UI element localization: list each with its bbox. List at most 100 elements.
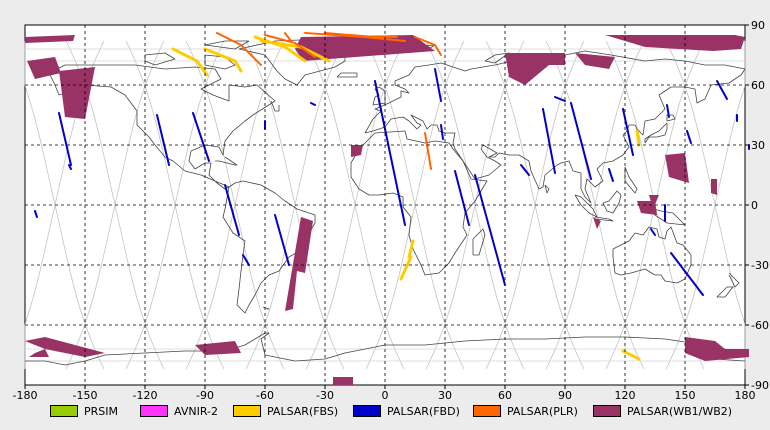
fbd-strip (434, 68, 442, 102)
y-tick-label: -30 (751, 259, 769, 272)
legend-swatch (233, 405, 261, 417)
fbd-strip (68, 164, 72, 170)
fbd-strip (670, 252, 704, 296)
y-axis-ticks: 90 60 30 0 -30 -60 -90 (745, 19, 769, 392)
fbd-strip (374, 80, 406, 226)
fbd-strip (274, 214, 290, 266)
coastline (336, 72, 358, 78)
plr-strip (216, 32, 262, 66)
fbd-strip (224, 184, 240, 236)
legend-item-avnir2: AVNIR-2 (140, 403, 218, 419)
fbd-strip (156, 114, 170, 166)
coastline (666, 114, 676, 122)
palsar-plr-strips (216, 32, 442, 170)
wb-swath (69, 89, 81, 97)
x-tick-label: 150 (675, 389, 696, 402)
legend-swatch (593, 405, 621, 417)
fbd-strip (58, 112, 72, 166)
x-tick-label: 180 (735, 389, 756, 402)
coastline (728, 272, 740, 288)
legend-swatch (473, 405, 501, 417)
fbs-strip (635, 129, 641, 147)
plr-strip (284, 32, 292, 42)
legend-swatch (50, 405, 78, 417)
x-axis-ticks: -180 -150 -120 -90 -60 -30 0 30 60 90 120 150 180 (13, 385, 756, 402)
coastline (624, 166, 638, 194)
x-tick-label: 30 (438, 389, 452, 402)
x-tick-label: -90 (196, 389, 214, 402)
fbs-strip (203, 47, 243, 73)
plr-strip (264, 34, 316, 58)
coastline (644, 122, 668, 144)
plr-strip (424, 132, 432, 170)
legend-label: AVNIR-2 (174, 404, 218, 418)
wb-swath (593, 217, 601, 229)
coastline (350, 130, 488, 276)
legend-label: PALSAR(PLR) (507, 404, 578, 418)
fbd-strip (454, 170, 470, 226)
wb-swath (665, 153, 689, 183)
x-tick-label: -30 (316, 389, 334, 402)
x-tick-label: -120 (133, 389, 158, 402)
coastline (544, 184, 550, 194)
y-tick-label: -60 (751, 319, 769, 332)
coastline (602, 190, 622, 214)
legend-item-prsim: PRSIM (50, 403, 118, 419)
legend-label: PALSAR(WB1/WB2) (627, 404, 733, 418)
plr-strip (414, 36, 442, 56)
fbd-strip (440, 124, 444, 140)
x-tick-label: -180 (13, 389, 38, 402)
fbd-strip (520, 164, 530, 176)
fbs-strip (621, 349, 641, 361)
y-tick-label: 30 (751, 139, 765, 152)
legend-label: PALSAR(FBS) (267, 404, 339, 418)
legend-item-palsar-wb: PALSAR(WB1/WB2) (593, 403, 732, 419)
legend-label: PALSAR(FBD) (387, 404, 460, 418)
fbd-strip (192, 112, 210, 162)
fbd-strip (542, 108, 556, 174)
palsar-wb-swaths (25, 35, 749, 385)
legend-label: PRSIM (84, 404, 118, 418)
wb-swath (605, 35, 745, 51)
coastline (48, 64, 276, 190)
coastline (215, 156, 238, 166)
coastline (222, 180, 316, 314)
wb-swath (285, 217, 313, 311)
legend-swatch (353, 405, 381, 417)
wb-swath (649, 195, 659, 209)
legend-item-palsar-plr: PALSAR(PLR) (473, 403, 578, 419)
fbs-strip (399, 255, 413, 281)
fbs-strip (407, 239, 415, 259)
palsar-fbd-strips (34, 68, 750, 296)
wb-swath (685, 337, 749, 361)
coastline (612, 226, 692, 284)
coastline (594, 216, 614, 222)
y-tick-label: -90 (751, 379, 769, 392)
wb-swath (351, 145, 363, 157)
x-tick-label: 120 (615, 389, 636, 402)
wb-swath (29, 349, 49, 357)
fbs-strip (171, 47, 209, 77)
plr-strip (324, 32, 398, 38)
coastline (472, 228, 486, 256)
fbd-strip (686, 130, 692, 144)
y-tick-label: 0 (751, 199, 758, 212)
legend: PRSIM AVNIR-2 PALSAR(FBS) PALSAR(FBD) PA… (0, 400, 770, 422)
wb-swath (25, 35, 75, 43)
wb-swath (27, 57, 61, 79)
fbd-strip (570, 102, 592, 180)
legend-item-palsar-fbd: PALSAR(FBD) (353, 403, 460, 419)
y-tick-label: 60 (751, 79, 765, 92)
legend-swatch (140, 405, 168, 417)
coastline (716, 286, 734, 298)
fbd-strip (554, 96, 566, 102)
x-tick-label: -60 (256, 389, 274, 402)
wb-swath (195, 341, 241, 355)
fbd-strip (242, 254, 250, 266)
x-tick-label: -150 (73, 389, 98, 402)
y-tick-label: 90 (751, 19, 765, 32)
fbd-strip (34, 210, 38, 218)
wb-swath (711, 179, 717, 195)
legend-item-palsar-fbs: PALSAR(FBS) (233, 403, 338, 419)
